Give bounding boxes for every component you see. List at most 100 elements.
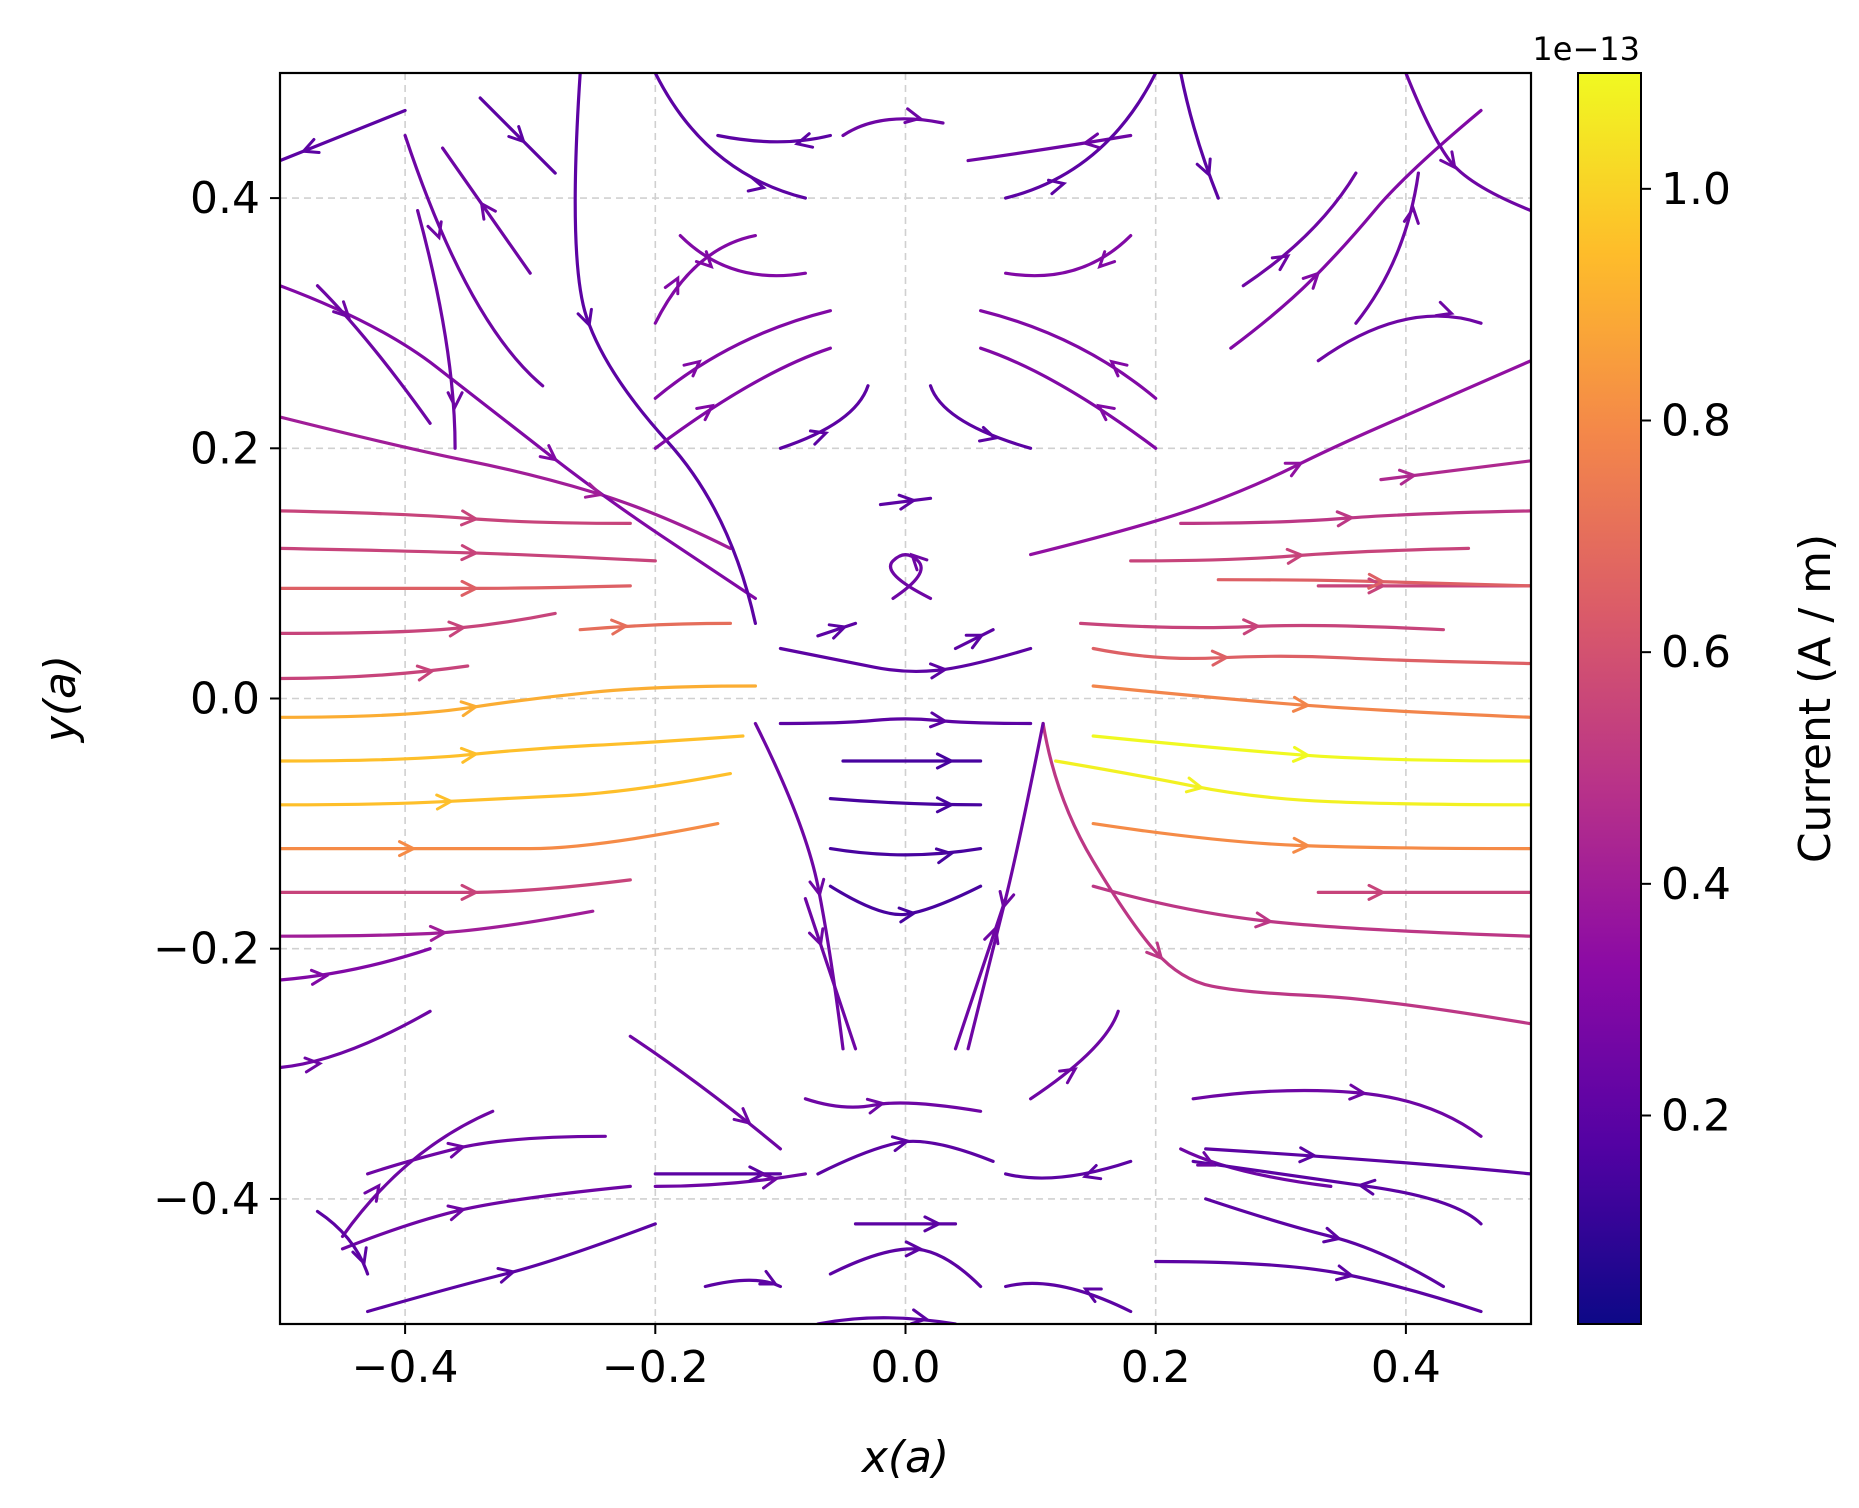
stream-arrow-67 [934, 847, 955, 865]
x-tick-label: 0.2 [1121, 1342, 1191, 1393]
stream-arrow-60 [909, 552, 929, 572]
colorbar-ticks: 0.2 0.4 0.6 0.8 1.0 [1641, 164, 1731, 1142]
streamline-28 [280, 415, 732, 550]
x-tick-label: 0.0 [871, 1342, 941, 1393]
stream-arrow-11 [1210, 649, 1230, 667]
stream-arrow-1 [1291, 695, 1312, 713]
x-tick-label: −0.2 [602, 1342, 709, 1393]
streamline-8 [1129, 546, 1471, 563]
colorbar [1577, 72, 1642, 1325]
streamline-82 [340, 1109, 495, 1238]
streamline-78 [1191, 1159, 1483, 1226]
streamline-35 [315, 284, 432, 425]
stream-arrow-50 [1109, 359, 1129, 378]
streamline-61 [816, 621, 858, 638]
streamline-27 [280, 947, 432, 982]
stream-arrow-82 [363, 1183, 381, 1203]
colorbar-tick-label: 0.6 [1661, 627, 1731, 678]
stream-arrow-72 [808, 927, 825, 948]
streamline-47 [928, 384, 1033, 450]
streamline-26 [280, 909, 595, 938]
stream-arrow-85 [496, 1267, 517, 1284]
streamline-87 [653, 1172, 807, 1188]
streamline-48 [966, 133, 1133, 163]
streamline-76 [1179, 1147, 1333, 1188]
streamline-38 [441, 146, 532, 275]
stream-arrow-64 [929, 711, 949, 729]
stream-arrow-61 [827, 623, 848, 640]
y-tick-label: −0.2 [153, 924, 260, 975]
stream-arrow-18 [447, 620, 467, 638]
x-tick-label: −0.4 [352, 1342, 459, 1393]
streamline-23 [280, 772, 732, 807]
stream-arrow-30 [303, 1056, 323, 1074]
stream-arrow-84 [446, 1204, 467, 1222]
y-tick-label: −0.4 [153, 1174, 260, 1225]
streamline-42 [678, 234, 807, 278]
stream-arrow-93 [909, 1308, 930, 1324]
streamline-57 [1316, 314, 1483, 363]
streamline-20 [578, 621, 732, 632]
stream-arrow-23 [435, 793, 455, 811]
stream-arrow-32 [576, 307, 593, 329]
streamline-60 [888, 553, 933, 600]
streamline-12 [1379, 459, 1531, 482]
streamline-45 [841, 117, 945, 138]
stream-arrow-48 [1081, 132, 1102, 150]
streamline-77 [1191, 1088, 1483, 1138]
streamline-72 [803, 897, 858, 1051]
streamline-85 [366, 1222, 657, 1314]
x-tick-label: 0.4 [1371, 1342, 1441, 1393]
streamline-94 [315, 1209, 370, 1276]
streamline-30 [280, 1009, 432, 1070]
stream-arrow-75 [890, 1135, 911, 1153]
streamline-49 [1004, 234, 1133, 278]
streamline-16 [280, 546, 657, 563]
stream-arrow-47 [978, 426, 999, 443]
streamline-7 [1179, 509, 1531, 525]
y-axis-label: y(a) [35, 655, 86, 744]
stream-arrow-25 [460, 883, 480, 901]
streamline-1 [1091, 684, 1531, 719]
stream-arrow-12 [1398, 468, 1418, 486]
stream-arrow-7 [1335, 510, 1356, 528]
colorbar-offset-text: 1e−13 [1532, 30, 1640, 68]
stream-arrow-53 [1270, 254, 1291, 272]
streamline-73 [1029, 1009, 1120, 1101]
stream-arrows [300, 107, 1457, 1324]
streamline-74 [803, 1097, 983, 1113]
stream-arrow-20 [610, 618, 630, 636]
streamline-11 [1091, 646, 1531, 666]
streamline-90 [1004, 1281, 1133, 1314]
streamline-40 [653, 73, 807, 200]
streamline-31 [628, 1034, 782, 1151]
streamline-53 [1241, 171, 1358, 288]
streamline-63 [778, 646, 1033, 674]
stream-arrow-2 [1291, 745, 1312, 763]
stream-arrow-58 [1402, 205, 1420, 225]
streamline-39 [716, 133, 832, 144]
stream-arrow-73 [1058, 1067, 1078, 1085]
stream-arrow-36 [446, 391, 464, 411]
streamline-29 [280, 284, 757, 600]
stream-arrow-62 [964, 633, 985, 650]
streamline-54 [1229, 108, 1483, 350]
stream-arrow-10 [1367, 572, 1387, 590]
streamline-34 [478, 96, 557, 175]
stream-arrow-16 [460, 544, 480, 562]
stream-arrow-9 [1242, 618, 1262, 636]
streamline-44 [653, 346, 832, 450]
streamline-24 [280, 822, 720, 851]
streamline-93 [816, 1316, 958, 1324]
stream-arrow-43 [682, 359, 702, 378]
y-axis-ticks: −0.4 −0.2 0.0 0.2 0.4 [153, 173, 280, 1225]
stream-arrow-14 [1145, 941, 1164, 961]
stream-arrow-38 [479, 200, 497, 221]
stream-arrow-22 [459, 746, 480, 764]
streamline-75 [816, 1139, 995, 1176]
streamline-41 [653, 234, 757, 325]
colorbar-tick-label: 0.8 [1661, 396, 1731, 447]
streamline-83 [366, 1134, 607, 1176]
streamline-50 [979, 309, 1158, 400]
